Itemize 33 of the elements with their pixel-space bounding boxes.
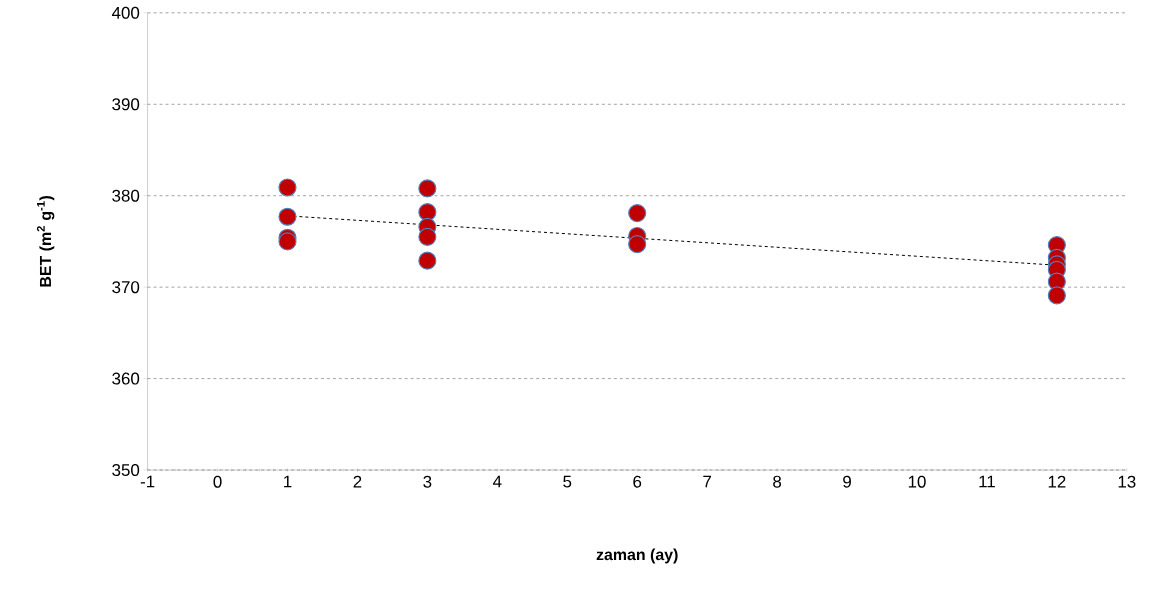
point bbox=[1047, 286, 1066, 305]
x-tick-label: 9 bbox=[843, 475, 851, 488]
x-tick-label: 3 bbox=[423, 475, 432, 488]
x-tick-label: 12 bbox=[1048, 475, 1066, 488]
x-tick-label: 8 bbox=[773, 475, 782, 488]
point bbox=[418, 251, 437, 270]
x-tick-label: 5 bbox=[563, 475, 572, 488]
y-tick-label: 390 bbox=[112, 98, 140, 111]
x-tick-label: 7 bbox=[703, 475, 711, 488]
x-tick-label: 0 bbox=[213, 475, 222, 488]
y-axis-title: BET (m$^{2}$ g$^{-1}$) bbox=[36, 196, 55, 287]
x-tick-label: 4 bbox=[493, 475, 502, 488]
x-tick-label: 11 bbox=[979, 475, 995, 488]
y-tick-label: 360 bbox=[112, 372, 140, 385]
point bbox=[418, 227, 437, 246]
x-tick-label: 10 bbox=[908, 475, 926, 488]
x-tick-label: 13 bbox=[1118, 475, 1136, 488]
x-tick-label: -1 bbox=[140, 475, 155, 488]
point bbox=[628, 235, 647, 254]
x-tick-label: 6 bbox=[633, 475, 642, 488]
y-tick-label: 350 bbox=[112, 464, 140, 477]
x-axis-title: zaman (ay) bbox=[596, 548, 678, 564]
point bbox=[278, 232, 297, 251]
y-tick-label: 380 bbox=[112, 189, 140, 202]
point bbox=[628, 204, 647, 223]
point bbox=[278, 207, 297, 226]
point bbox=[278, 178, 297, 197]
x-tick-label: 2 bbox=[353, 475, 362, 488]
x-tick-label: 1 bbox=[284, 475, 292, 488]
point bbox=[418, 203, 437, 222]
point bbox=[418, 179, 437, 198]
y-tick-label: 400 bbox=[111, 6, 140, 19]
y-tick-label: 370 bbox=[112, 281, 140, 294]
